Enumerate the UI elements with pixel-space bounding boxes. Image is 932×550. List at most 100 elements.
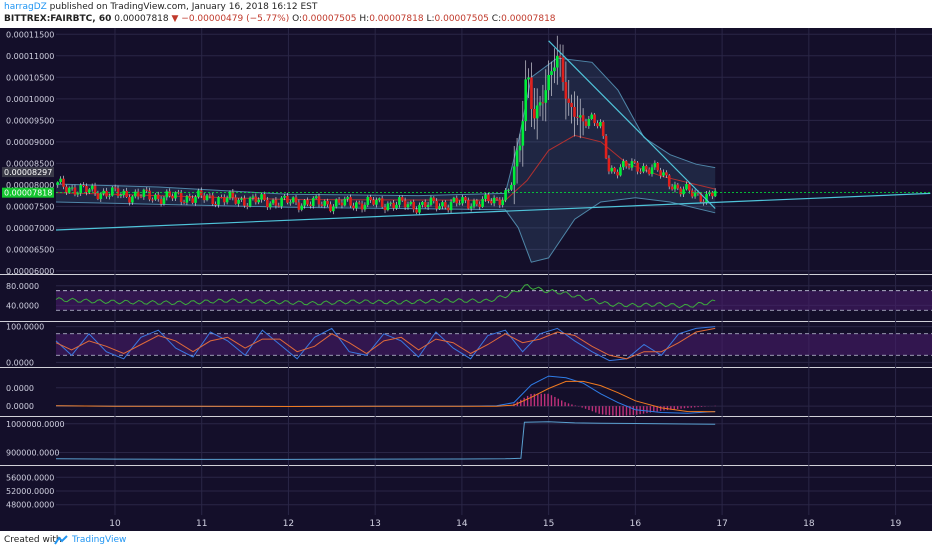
candle-body — [656, 162, 660, 171]
candle-body — [202, 195, 206, 201]
candle-body — [323, 200, 327, 206]
candle-body — [234, 197, 238, 204]
candle-body — [705, 193, 708, 203]
candle-body — [696, 192, 700, 194]
candle-body — [317, 196, 321, 205]
candle-body — [400, 197, 404, 201]
candle-body — [251, 196, 255, 198]
x-tick-label: 15 — [543, 519, 554, 529]
candle-body — [372, 200, 375, 205]
candle-body — [309, 204, 312, 206]
candle-body — [501, 200, 505, 206]
candle-body — [653, 162, 657, 168]
candle-body — [133, 191, 137, 197]
candle-body — [435, 200, 438, 209]
candle-body — [527, 77, 530, 80]
candle-body — [245, 205, 249, 207]
candle-body — [174, 192, 177, 199]
candle-body — [423, 201, 427, 208]
candle-body — [587, 118, 591, 126]
candle-body — [263, 194, 266, 200]
x-tick-label: 12 — [283, 519, 294, 529]
bollinger-band-fill — [56, 58, 716, 263]
candle-body — [194, 196, 197, 203]
y-tick-label: 0.00011500 — [6, 30, 54, 39]
symbol-label: BITTREX:FAIRBTC, 60 — [4, 14, 112, 24]
candle-body — [332, 206, 335, 212]
high-label: H: — [359, 14, 370, 24]
candle-body — [288, 202, 292, 204]
candle-body — [449, 201, 453, 211]
candle-body — [710, 192, 714, 197]
candle-body — [432, 197, 436, 201]
author-link[interactable]: harragDZ — [4, 2, 47, 12]
candle-body — [507, 189, 510, 191]
candle-body — [208, 195, 212, 197]
x-tick-label: 16 — [630, 519, 642, 529]
candle-body — [85, 186, 88, 193]
candle-body — [627, 166, 631, 168]
candle-body — [708, 192, 711, 194]
candle-body — [277, 205, 281, 207]
candle-body — [581, 115, 585, 122]
candle-body — [458, 203, 461, 205]
y-tick-label: 40.0000 — [6, 301, 39, 310]
candle-body — [558, 55, 562, 58]
candle-body — [329, 204, 332, 212]
candle-body — [395, 204, 398, 209]
candle-body — [240, 198, 243, 200]
candle-body — [690, 190, 694, 197]
y-tick-label: 0.00006500 — [6, 245, 54, 254]
tradingview-link[interactable]: TradingView — [72, 535, 127, 545]
candle-body — [159, 198, 163, 204]
candle-body — [515, 150, 519, 167]
candle-body — [426, 204, 430, 208]
candle-body — [630, 161, 634, 168]
candle-body — [271, 199, 275, 204]
candle-body — [352, 205, 355, 209]
candle-body — [182, 201, 186, 203]
candle-body — [311, 198, 315, 206]
candle-body — [349, 197, 352, 206]
candle-body — [584, 121, 588, 126]
candle-body — [128, 196, 131, 203]
candle-body — [286, 195, 289, 203]
chart-canvas[interactable]: 10 11 12 13 14 15 16 17 18 19 0.00011500 0.00011000… — [0, 28, 932, 531]
tradingview-logo-icon[interactable] — [54, 535, 68, 548]
candle-body — [119, 194, 123, 197]
chart-footer: Created with TradingView — [0, 531, 932, 550]
candle-body — [165, 191, 169, 198]
candle-body — [96, 193, 100, 200]
candle-body — [441, 202, 444, 207]
candle-body — [662, 172, 665, 176]
candle-body — [377, 198, 381, 200]
obv-line — [55, 421, 716, 460]
candle-body — [228, 191, 232, 198]
candle-body — [222, 197, 226, 203]
candle-body — [452, 197, 456, 202]
y-tick-label: 100.0000 — [6, 323, 44, 332]
candle-body — [418, 204, 421, 213]
candle-body — [306, 200, 309, 205]
candle-body — [191, 198, 194, 203]
candle-body — [214, 204, 217, 206]
candle-body — [604, 135, 608, 159]
candle-body — [156, 194, 160, 199]
candle-body — [639, 171, 642, 173]
candle-body — [512, 166, 516, 185]
candle-body — [220, 197, 223, 199]
candle-body — [590, 114, 594, 119]
candle-body — [257, 199, 260, 203]
candle-body — [616, 171, 619, 176]
candle-body — [601, 121, 605, 136]
candle-body — [665, 172, 668, 176]
candle-body — [154, 194, 157, 200]
candle-body — [461, 197, 464, 204]
candle-body — [340, 202, 344, 206]
candle-body — [510, 184, 513, 190]
candle-body — [613, 167, 616, 172]
candle-body — [179, 192, 183, 202]
candle-body — [139, 196, 143, 198]
chart-area[interactable]: 10 11 12 13 14 15 16 17 18 19 0.00011500 0.00011000… — [0, 28, 932, 531]
candle-body — [455, 197, 459, 204]
